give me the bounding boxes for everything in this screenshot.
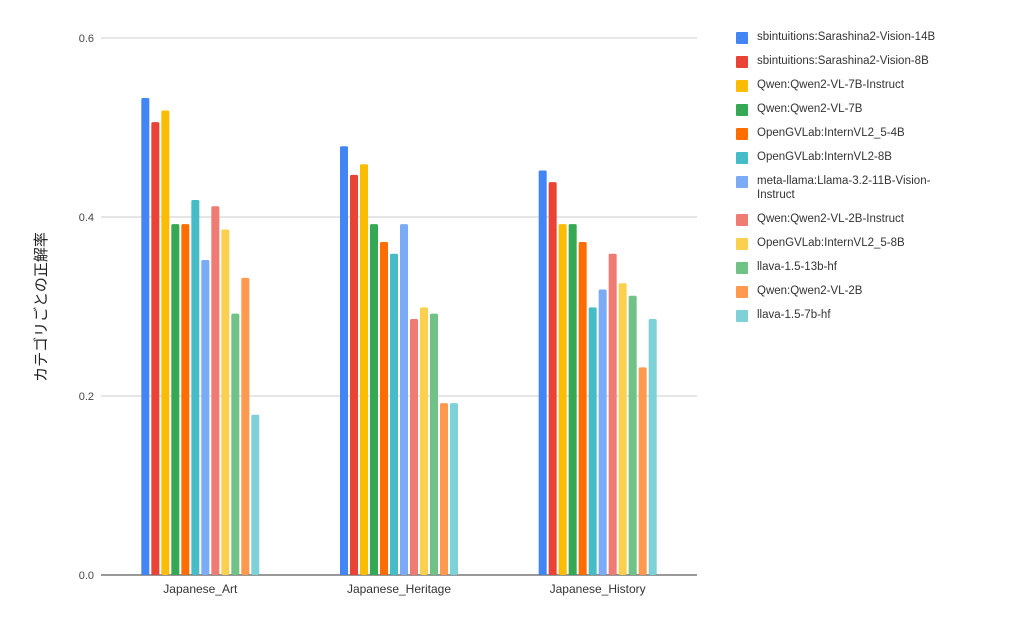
bar	[181, 224, 190, 575]
y-axis-ticks: 0.0 0.2 0.4 0.6	[79, 33, 94, 582]
legend-item: sbintuitions:Sarashina2-Vision-8B	[736, 54, 1006, 68]
legend-item: llava-1.5-13b-hf	[736, 260, 1006, 274]
bar	[430, 313, 438, 575]
bar	[410, 319, 418, 575]
legend-item: Qwen:Qwen2-VL-2B	[736, 284, 1006, 298]
bar	[370, 224, 378, 575]
legend-item: Qwen:Qwen2-VL-2B-Instruct	[736, 212, 1006, 226]
bar	[648, 319, 657, 575]
legend-item: meta-llama:Llama-3.2-11B-Vision-Instruct	[736, 174, 1006, 202]
legend-swatch	[736, 176, 748, 188]
bar	[340, 146, 348, 576]
legend-label: sbintuitions:Sarashina2-Vision-14B	[757, 31, 936, 43]
legend-label: llava-1.5-13b-hf	[757, 261, 837, 273]
bar	[191, 199, 200, 575]
legend-label: Qwen:Qwen2-VL-2B	[757, 285, 863, 297]
bar	[618, 283, 627, 575]
legend-swatch	[736, 56, 748, 68]
bar	[171, 224, 180, 575]
bar	[608, 253, 617, 575]
bar	[211, 206, 220, 575]
bar	[628, 295, 637, 575]
legend-swatch	[736, 152, 748, 164]
x-axis-categories: Japanese_Art Japanese_Heritage Japanese_Hi…	[163, 582, 645, 596]
bars	[141, 97, 657, 576]
legend-swatch	[736, 262, 748, 274]
legend-label: sbintuitions:Sarashina2-Vision-8B	[757, 55, 929, 67]
bar	[350, 174, 358, 575]
bar	[360, 164, 368, 575]
legend-item: OpenGVLab:InternVL2_5-4B	[736, 126, 1006, 140]
legend-item: Qwen:Qwen2-VL-7B	[736, 102, 1006, 116]
bar	[440, 403, 448, 575]
x-category-label: Japanese_Art	[163, 582, 238, 596]
bar	[221, 229, 230, 575]
bar	[450, 403, 458, 575]
bar	[390, 253, 398, 575]
legend-item: OpenGVLab:InternVL2-8B	[736, 150, 1006, 164]
legend-item: llava-1.5-7b-hf	[736, 308, 1006, 322]
bar	[638, 367, 647, 575]
legend-swatch	[736, 238, 748, 250]
bar	[598, 289, 607, 575]
bar	[241, 277, 250, 575]
bar	[151, 122, 160, 575]
bar	[251, 414, 260, 575]
bar	[588, 307, 597, 575]
legend-label: Qwen:Qwen2-VL-7B-Instruct	[757, 79, 905, 91]
bar	[141, 97, 150, 575]
y-tick-label: 0.2	[79, 391, 94, 403]
legend-swatch	[736, 214, 748, 226]
bar	[548, 182, 557, 575]
legend-label: meta-llama:Llama-3.2-11B-Vision-Instruct	[757, 175, 931, 201]
legend-item: OpenGVLab:InternVL2_5-8B	[736, 236, 1006, 250]
bar	[538, 170, 547, 575]
bar	[161, 110, 170, 576]
y-tick-label: 0.4	[79, 212, 94, 224]
legend: sbintuitions:Sarashina2-Vision-14B sbintu…	[736, 30, 1006, 332]
legend-label: OpenGVLab:InternVL2_5-8B	[757, 237, 905, 249]
legend-swatch	[736, 32, 748, 44]
bar	[568, 224, 577, 575]
legend-swatch	[736, 80, 748, 92]
y-tick-label: 0.0	[79, 570, 94, 582]
legend-swatch	[736, 128, 748, 140]
bar	[558, 224, 567, 575]
bar	[380, 242, 388, 575]
bar	[231, 313, 240, 575]
legend-swatch	[736, 286, 748, 298]
legend-item: sbintuitions:Sarashina2-Vision-14B	[736, 30, 1006, 44]
bar	[578, 242, 587, 575]
legend-swatch	[736, 310, 748, 322]
legend-label: OpenGVLab:InternVL2_5-4B	[757, 127, 905, 139]
y-tick-label: 0.6	[79, 33, 94, 45]
legend-label: llava-1.5-7b-hf	[757, 309, 831, 321]
legend-swatch	[736, 104, 748, 116]
legend-label: OpenGVLab:InternVL2-8B	[757, 151, 892, 163]
bar	[420, 307, 428, 575]
x-category-label: Japanese_History	[550, 582, 646, 596]
legend-label: Qwen:Qwen2-VL-7B	[757, 103, 863, 115]
legend-label: Qwen:Qwen2-VL-2B-Instruct	[757, 213, 905, 225]
gridlines	[101, 37, 697, 576]
bar	[400, 224, 408, 575]
legend-item: Qwen:Qwen2-VL-7B-Instruct	[736, 78, 1006, 92]
x-category-label: Japanese_Heritage	[347, 582, 451, 596]
bar	[201, 259, 210, 575]
y-axis-label: カテゴリごとの正解率	[32, 232, 50, 382]
